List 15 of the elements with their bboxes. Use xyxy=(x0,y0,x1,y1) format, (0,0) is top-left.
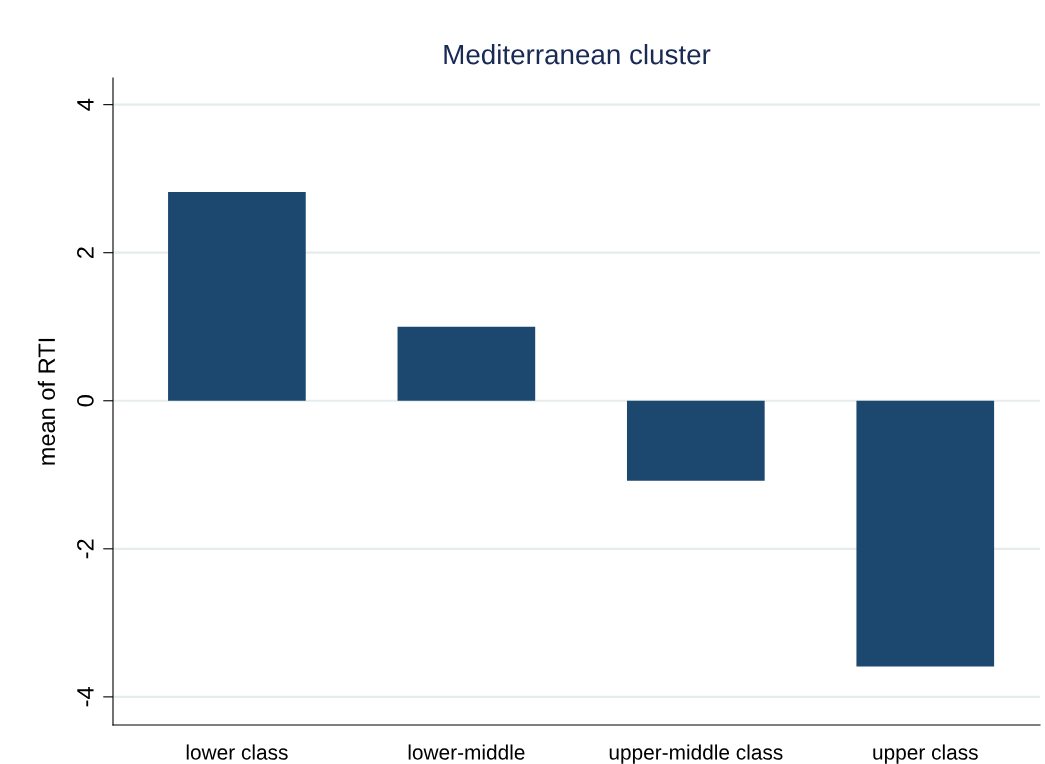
x-tick-label: lower-middle xyxy=(408,744,525,760)
x-tick-label: lower class xyxy=(186,744,288,760)
y-axis-title: mean of RTI xyxy=(37,338,56,465)
bar xyxy=(397,326,536,401)
bar xyxy=(626,400,765,481)
y-tick-label: 2 xyxy=(77,247,94,259)
bar xyxy=(856,400,995,667)
x-tick-label: upper class xyxy=(873,744,978,764)
x-tick-label: upper-middle class xyxy=(609,744,783,764)
bar xyxy=(168,192,306,401)
y-tick-label: 4 xyxy=(77,98,94,111)
y-tick-label: -2 xyxy=(77,539,94,559)
chart-title: Mediterranean cluster xyxy=(444,43,711,65)
y-tick-label: 0 xyxy=(77,395,94,407)
y-tick-label: -4 xyxy=(77,687,94,707)
